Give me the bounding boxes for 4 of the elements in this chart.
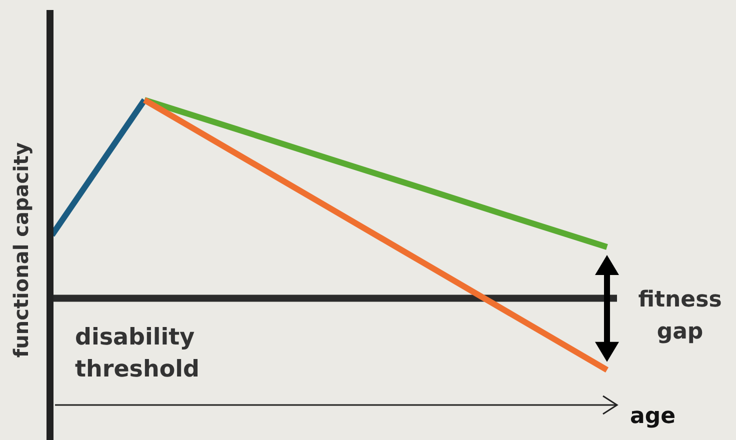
y-axis-title: functional capacity: [9, 142, 33, 358]
x-axis-title: age: [630, 404, 676, 429]
ref-line-label: disability threshold: [75, 324, 200, 382]
text: fitness gap: [638, 287, 722, 344]
